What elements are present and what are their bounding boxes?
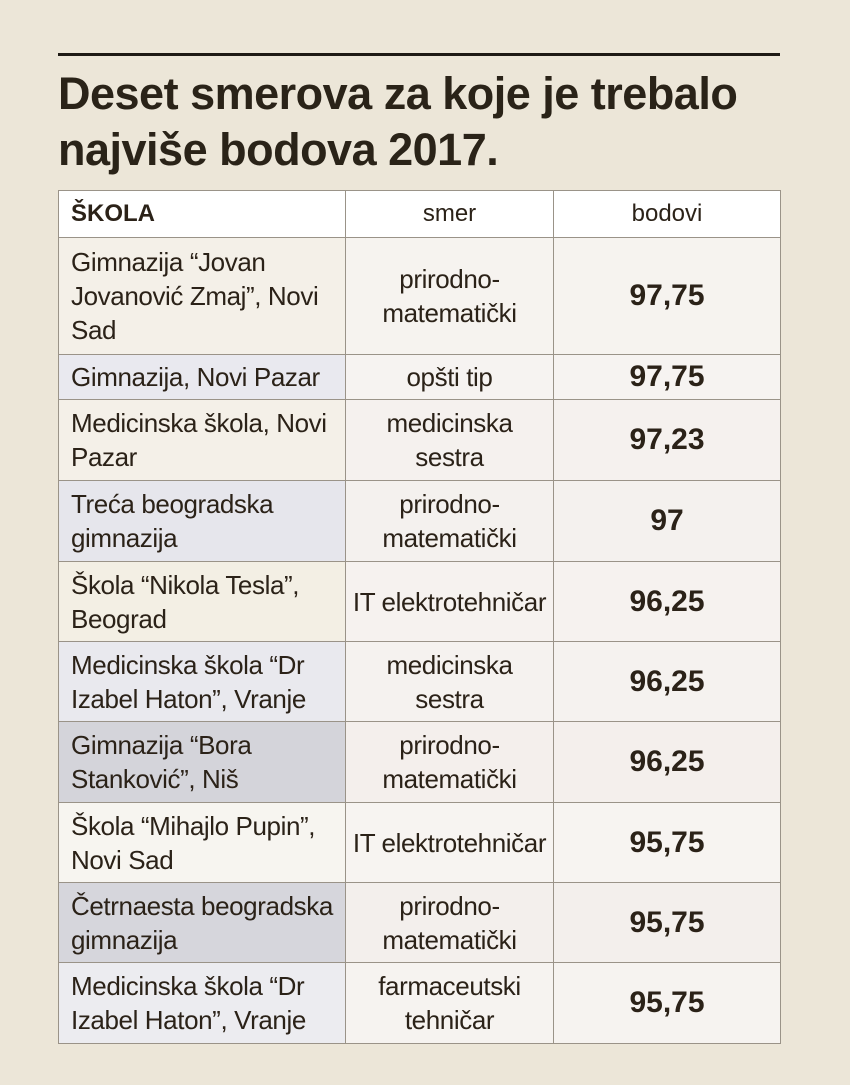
smer-cell: medicinska sestra bbox=[345, 399, 554, 481]
school-cell: Treća beogradska gimnazija bbox=[58, 480, 346, 562]
smer-cell: prirodno-matematički bbox=[345, 480, 554, 562]
column-header-bodovi: bodovi bbox=[553, 190, 781, 238]
table-row: Medicinska škola “Dr Izabel Haton”, Vran… bbox=[58, 641, 781, 722]
school-cell: Četrnaesta beogradska gimnazija bbox=[58, 882, 346, 963]
smer-cell: farmaceutski tehničar bbox=[345, 962, 554, 1044]
school-cell: Gimnazija “Bora Stanković”, Niš bbox=[58, 721, 346, 803]
table-row: Četrnaesta beogradska gimnazija prirodno… bbox=[58, 882, 781, 963]
table-row: Škola “Nikola Tesla”, Beograd IT elektro… bbox=[58, 561, 781, 642]
table-row: Škola “Mihajlo Pupin”, Novi Sad IT elekt… bbox=[58, 802, 781, 883]
page-title: Deset smerova za koje je trebalo najviše… bbox=[58, 68, 738, 175]
smer-cell: medicinska sestra bbox=[345, 641, 554, 722]
table-row: Treća beogradska gimnazija prirodno-mate… bbox=[58, 480, 781, 562]
table-row: Medicinska škola, Novi Pazar medicinska … bbox=[58, 399, 781, 481]
smer-cell: prirodno-matematički bbox=[345, 721, 554, 803]
smer-cell: prirodno-matematički bbox=[345, 882, 554, 963]
school-cell: Škola “Mihajlo Pupin”, Novi Sad bbox=[58, 802, 346, 883]
table-header-row: ŠKOLA smer bodovi bbox=[58, 190, 781, 238]
top-rule bbox=[58, 53, 780, 56]
points-cell: 95,75 bbox=[553, 962, 781, 1044]
points-cell: 96,25 bbox=[553, 561, 781, 642]
points-cell: 97,75 bbox=[553, 354, 781, 400]
table-row: Gimnazija “Bora Stanković”, Niš prirodno… bbox=[58, 721, 781, 803]
ranking-table: ŠKOLA smer bodovi Gimnazija “Jovan Jovan… bbox=[58, 190, 781, 1044]
points-cell: 96,25 bbox=[553, 721, 781, 803]
school-cell: Medicinska škola, Novi Pazar bbox=[58, 399, 346, 481]
smer-cell: IT elektrotehničar bbox=[345, 802, 554, 883]
table-row: Gimnazija “Jovan Jovanović Zmaj”, Novi S… bbox=[58, 237, 781, 355]
points-cell: 95,75 bbox=[553, 802, 781, 883]
school-cell: Gimnazija “Jovan Jovanović Zmaj”, Novi S… bbox=[58, 237, 346, 355]
points-cell: 95,75 bbox=[553, 882, 781, 963]
school-cell: Medicinska škola “Dr Izabel Haton”, Vran… bbox=[58, 641, 346, 722]
smer-cell: opšti tip bbox=[345, 354, 554, 400]
school-cell: Gimnazija, Novi Pazar bbox=[58, 354, 346, 400]
table-row: Gimnazija, Novi Pazar opšti tip 97,75 bbox=[58, 354, 781, 400]
points-cell: 96,25 bbox=[553, 641, 781, 722]
smer-cell: prirodno-matematički bbox=[345, 237, 554, 355]
points-cell: 97,23 bbox=[553, 399, 781, 481]
table-row: Medicinska škola “Dr Izabel Haton”, Vran… bbox=[58, 962, 781, 1044]
smer-cell: IT elektrotehničar bbox=[345, 561, 554, 642]
school-cell: Medicinska škola “Dr Izabel Haton”, Vran… bbox=[58, 962, 346, 1044]
points-cell: 97,75 bbox=[553, 237, 781, 355]
column-header-smer: smer bbox=[345, 190, 554, 238]
column-header-school: ŠKOLA bbox=[58, 190, 346, 238]
school-cell: Škola “Nikola Tesla”, Beograd bbox=[58, 561, 346, 642]
points-cell: 97 bbox=[553, 480, 781, 562]
